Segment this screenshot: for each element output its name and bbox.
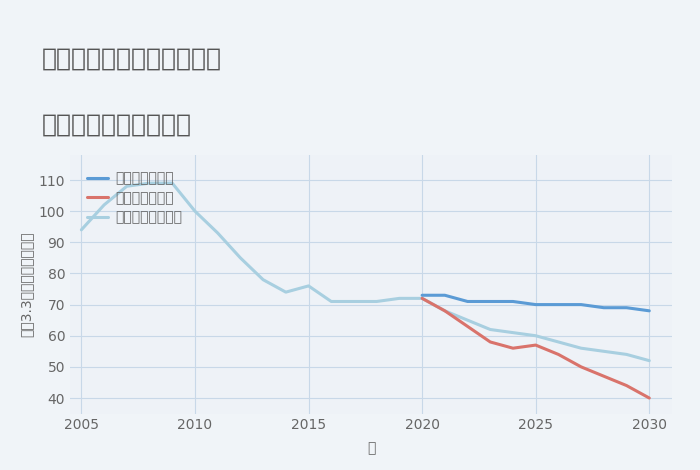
X-axis label: 年: 年 (367, 441, 375, 455)
ノーマルシナリオ (168, 180, 176, 186)
ノーマルシナリオ (327, 298, 335, 304)
ノーマルシナリオ (350, 298, 358, 304)
Text: 中古戸建ての価格推移: 中古戸建ての価格推移 (42, 113, 192, 137)
Line: ノーマルシナリオ: ノーマルシナリオ (81, 183, 650, 360)
ノーマルシナリオ (146, 180, 154, 186)
ノーマルシナリオ (486, 327, 494, 332)
ノーマルシナリオ (281, 290, 290, 295)
ノーマルシナリオ (622, 352, 631, 357)
グッドシナリオ (554, 302, 563, 307)
グッドシナリオ (509, 298, 517, 304)
バッドシナリオ (600, 373, 608, 379)
Text: 兵庫県豊岡市日高町庄境の: 兵庫県豊岡市日高町庄境の (42, 47, 222, 71)
ノーマルシナリオ (395, 296, 404, 301)
グッドシナリオ (577, 302, 585, 307)
ノーマルシナリオ (236, 255, 244, 261)
バッドシナリオ (531, 342, 540, 348)
ノーマルシナリオ (100, 202, 108, 208)
ノーマルシナリオ (77, 227, 85, 233)
ノーマルシナリオ (122, 183, 131, 189)
ノーマルシナリオ (531, 333, 540, 338)
グッドシナリオ (600, 305, 608, 311)
グッドシナリオ (622, 305, 631, 311)
Legend: グッドシナリオ, バッドシナリオ, ノーマルシナリオ: グッドシナリオ, バッドシナリオ, ノーマルシナリオ (83, 167, 186, 229)
ノーマルシナリオ (554, 339, 563, 345)
ノーマルシナリオ (509, 330, 517, 336)
バッドシナリオ (463, 323, 472, 329)
ノーマルシナリオ (463, 317, 472, 323)
グッドシナリオ (418, 292, 426, 298)
ノーマルシナリオ (577, 345, 585, 351)
Line: バッドシナリオ: バッドシナリオ (422, 298, 650, 398)
グッドシナリオ (531, 302, 540, 307)
Y-axis label: 坪（3.3㎡）単価（万円）: 坪（3.3㎡）単価（万円） (19, 232, 33, 337)
ノーマルシナリオ (645, 358, 654, 363)
ノーマルシナリオ (418, 296, 426, 301)
ノーマルシナリオ (440, 308, 449, 313)
ノーマルシナリオ (214, 230, 222, 236)
グッドシナリオ (645, 308, 654, 313)
ノーマルシナリオ (304, 283, 313, 289)
グッドシナリオ (440, 292, 449, 298)
バッドシナリオ (509, 345, 517, 351)
ノーマルシナリオ (372, 298, 381, 304)
Line: グッドシナリオ: グッドシナリオ (422, 295, 650, 311)
バッドシナリオ (645, 395, 654, 401)
グッドシナリオ (463, 298, 472, 304)
バッドシナリオ (554, 352, 563, 357)
ノーマルシナリオ (259, 277, 267, 282)
バッドシナリオ (418, 296, 426, 301)
ノーマルシナリオ (190, 208, 199, 214)
ノーマルシナリオ (600, 348, 608, 354)
バッドシナリオ (577, 364, 585, 370)
バッドシナリオ (622, 383, 631, 388)
バッドシナリオ (486, 339, 494, 345)
バッドシナリオ (440, 308, 449, 313)
グッドシナリオ (486, 298, 494, 304)
